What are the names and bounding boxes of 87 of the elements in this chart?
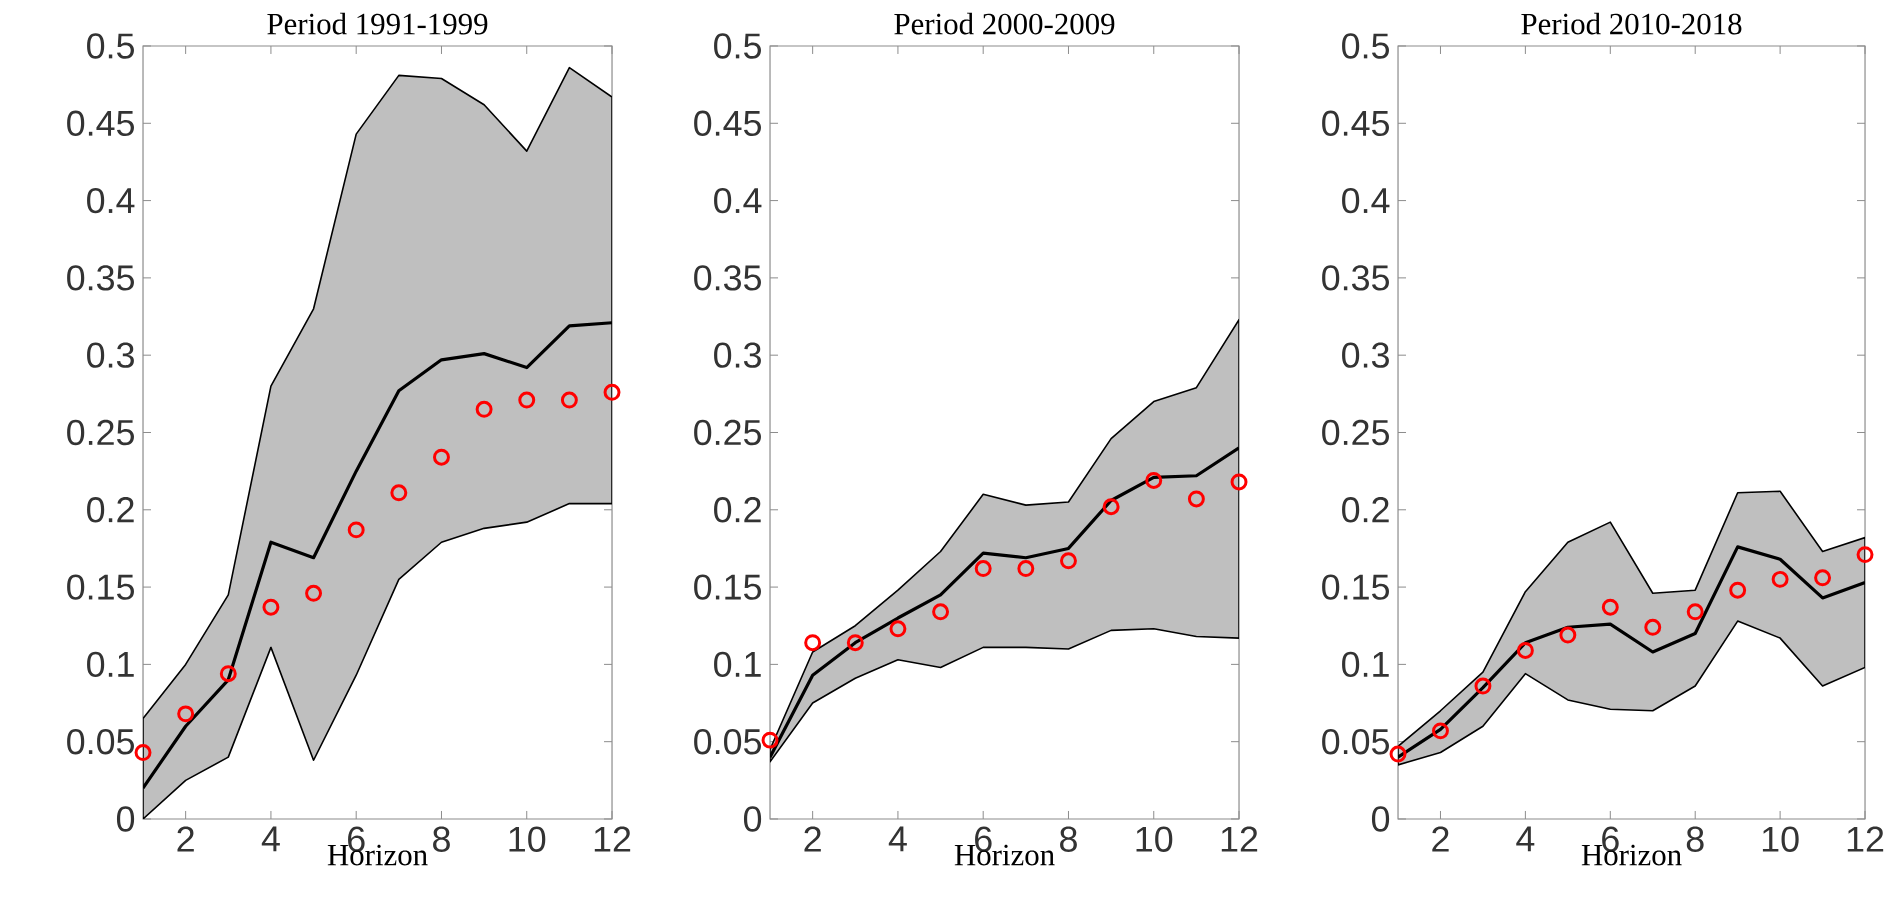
chart-title: Period 2000-2009 [894,12,1115,35]
y-tick-label: 0 [116,806,135,832]
point [1729,581,1747,599]
y-tick-label: 0.45 [1322,110,1389,136]
y-tick-label: 0.1 [87,651,134,678]
point [1686,603,1704,621]
point [1644,618,1662,636]
point [1559,626,1577,644]
y-tick-label: 0.05 [1322,729,1389,755]
chart-title: Period 2010-2018 [1521,12,1742,35]
point [262,598,280,616]
point [846,634,864,652]
y-tick-label: 0.3 [1342,342,1389,368]
y-tick-label: 0.25 [694,419,761,446]
y-tick-label: 0.3 [87,342,134,368]
point [1102,498,1120,516]
x-tick-label: 8 [1686,826,1704,852]
y-tick-label: 0.5 [1342,33,1389,59]
y-tick-label: 0 [1371,806,1390,832]
point [1017,560,1035,578]
y-tick-label: 0.5 [714,33,761,59]
y-tick-label: 0.5 [87,33,134,59]
y-tick-label: 0.3 [714,342,761,368]
point [1771,570,1789,588]
y-tick-label: 0.1 [1342,651,1389,678]
y-tick-label: 0.35 [67,265,134,291]
x-tick-label: 8 [433,826,450,852]
point [134,744,152,761]
x-tick-label: 4 [888,826,907,852]
y-tick-label: 0.05 [67,729,134,755]
point [761,731,779,749]
point [1474,677,1492,695]
point [433,448,450,466]
point [1856,546,1874,564]
point [390,484,408,502]
x-tick-label: 8 [1060,826,1077,852]
x-tick-label: 2 [1432,826,1449,852]
y-tick-label: 0.4 [714,187,762,214]
y-tick-label: 0.2 [1342,497,1389,523]
x-tick-label: 2 [177,826,194,852]
y-tick-label: 0 [743,806,762,832]
y-tick-label: 0.15 [694,574,761,600]
y-tick-label: 0.2 [87,497,134,523]
y-tick-label: 0.1 [714,651,761,678]
x-tick-label: 10 [1136,826,1173,852]
x-tick-label: 12 [1847,826,1884,852]
point [1601,598,1619,616]
point [1060,552,1077,570]
point [804,634,822,652]
y-tick-label: 0.4 [87,187,135,214]
y-tick-label: 0.2 [714,497,761,523]
y-tick-label: 0.45 [67,110,134,136]
x-tick-label: 4 [1516,826,1535,852]
y-tick-label: 0.25 [67,419,134,446]
point [603,383,621,401]
point [347,521,365,539]
point [560,391,578,409]
x-tick-label: 12 [594,826,631,852]
point [1230,473,1248,491]
y-tick-label: 0.35 [694,265,761,291]
y-tick-label: 0.15 [67,574,134,600]
point [475,400,493,418]
point [305,584,323,602]
x-tick-label: 10 [1762,826,1799,852]
y-tick-label: 0.35 [1322,265,1389,291]
point [219,665,237,683]
point [932,603,950,621]
x-tick-label: 12 [1221,826,1258,852]
point [1145,471,1163,489]
y-tick-label: 0.15 [1322,574,1389,600]
chart-title: Period 1991-1999 [267,12,488,35]
y-tick-label: 0.45 [694,110,761,136]
y-tick-label: 0.4 [1342,187,1390,214]
point [974,560,992,578]
point [889,620,907,638]
point [1187,490,1205,508]
x-tick-label: 10 [509,826,546,852]
x-tick-label: 4 [261,826,280,852]
y-tick-label: 0.05 [694,729,761,755]
point [177,705,195,723]
point [1814,569,1832,587]
point [1389,745,1407,763]
point [518,391,536,409]
point [1516,642,1534,659]
point [1432,722,1449,740]
y-tick-label: 0.25 [1322,419,1389,446]
x-tick-label: 2 [804,826,821,852]
